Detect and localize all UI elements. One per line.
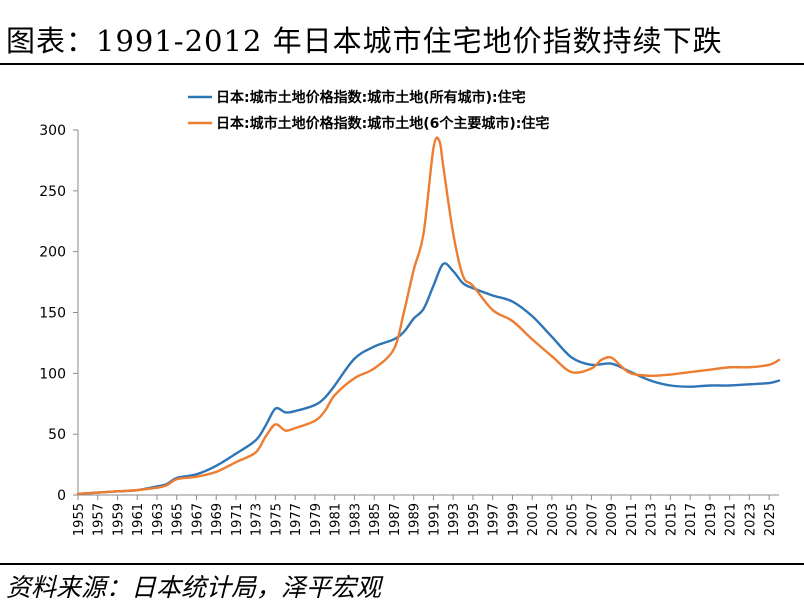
x-tick-label: 1959 xyxy=(111,503,126,536)
footer-divider xyxy=(0,563,804,565)
x-tick-label: 1991 xyxy=(427,503,442,536)
x-tick-label: 2007 xyxy=(585,503,600,536)
x-tick-label: 2017 xyxy=(684,503,699,536)
x-tick-label: 1981 xyxy=(329,503,344,536)
x-tick-label: 2005 xyxy=(566,503,581,536)
x-tick-label: 1997 xyxy=(487,503,502,536)
series-line-all-cities xyxy=(76,262,781,495)
x-tick-label: 1995 xyxy=(467,503,482,536)
x-tick-label: 1993 xyxy=(447,503,462,536)
x-tick-label: 1969 xyxy=(210,503,225,536)
series-line-six-cities xyxy=(76,136,781,495)
x-tick-label: 2025 xyxy=(763,503,778,536)
x-tick-label: 2015 xyxy=(664,503,679,536)
x-tick-label: 1955 xyxy=(72,503,87,536)
x-tick-label: 1977 xyxy=(289,503,304,536)
x-tick-label: 1979 xyxy=(309,503,324,536)
y-tick-label: 200 xyxy=(39,245,66,261)
y-tick-label: 150 xyxy=(39,306,66,322)
x-tick-label: 1983 xyxy=(348,503,363,536)
y-tick-label: 50 xyxy=(48,427,66,443)
x-tick-label: 1957 xyxy=(92,503,107,536)
source-note: 资料来源：日本统计局，泽平宏观 xyxy=(6,573,382,602)
x-tick-label: 2009 xyxy=(605,503,620,536)
chart-legend: 日本:城市土地价格指数:城市土地(所有城市):住宅 日本:城市土地价格指数:城市… xyxy=(188,89,549,132)
x-tick-label: 1973 xyxy=(250,503,265,536)
x-tick-label: 1989 xyxy=(408,503,423,536)
x-tick-label: 1999 xyxy=(506,503,521,536)
line-chart: 日本:城市土地价格指数:城市土地(所有城市):住宅 日本:城市土地价格指数:城市… xyxy=(39,89,781,536)
x-tick-label: 2023 xyxy=(743,503,758,536)
x-tick-label: 2019 xyxy=(704,503,719,536)
legend-label-all-cities: 日本:城市土地价格指数:城市土地(所有城市):住宅 xyxy=(216,89,526,106)
y-tick-label: 0 xyxy=(57,488,66,504)
x-tick-label: 1985 xyxy=(368,503,383,536)
x-tick-label: 2013 xyxy=(645,503,660,536)
title-divider xyxy=(0,63,804,65)
y-tick-label: 300 xyxy=(39,123,66,139)
x-tick-label: 1975 xyxy=(269,503,284,536)
x-tick-label: 1967 xyxy=(190,503,205,536)
x-tick-label: 2001 xyxy=(526,503,541,536)
x-tick-label: 1971 xyxy=(230,503,245,536)
chart-series xyxy=(76,136,781,495)
x-tick-label: 1963 xyxy=(151,503,166,536)
page-title: 图表：1991-2012 年日本城市住宅地价指数持续下跌 xyxy=(6,24,723,58)
x-tick-label: 2021 xyxy=(724,503,739,536)
x-tick-label: 2003 xyxy=(546,503,561,536)
x-tick-label: 2011 xyxy=(625,503,640,536)
chart-axes: 0 50 100 150 200 250 300 1955 1957 1959 1961 1963 19… xyxy=(39,123,779,536)
x-tick-label: 1987 xyxy=(388,503,403,536)
y-tick-label: 250 xyxy=(39,184,66,200)
x-tick-label: 1961 xyxy=(131,503,146,536)
y-tick-label: 100 xyxy=(39,366,66,382)
x-tick-label: 1965 xyxy=(171,503,186,536)
legend-label-six-cities: 日本:城市土地价格指数:城市土地(6个主要城市):住宅 xyxy=(216,115,549,132)
